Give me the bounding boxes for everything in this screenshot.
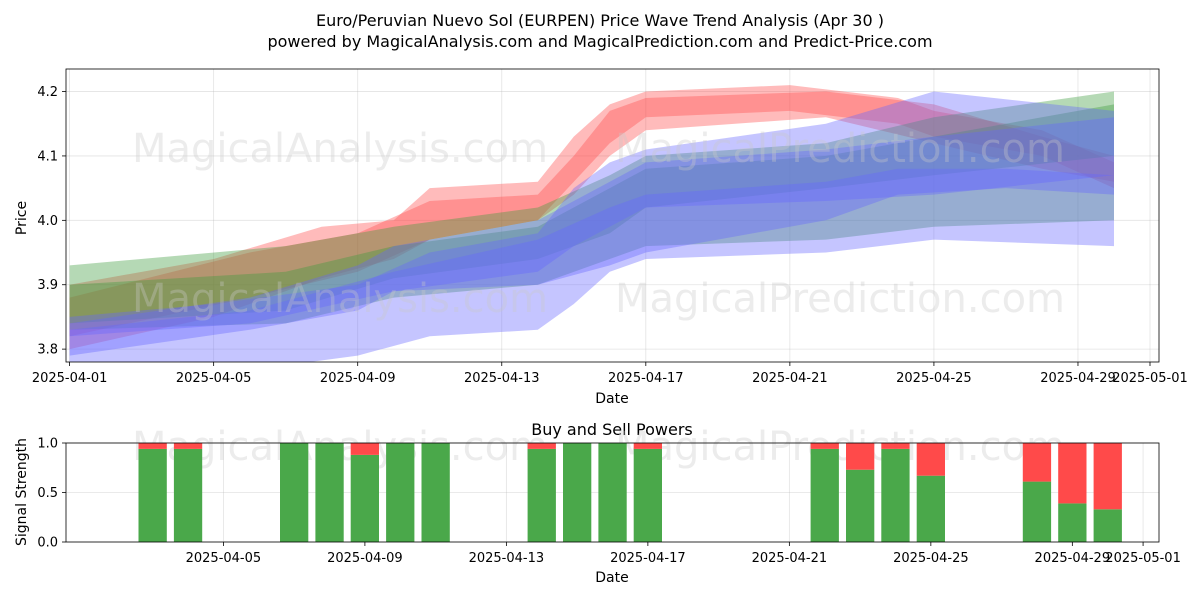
watermark-text: MagicalAnalysis.com	[132, 126, 548, 172]
buy-power-bar	[846, 469, 875, 542]
price-grid	[66, 69, 1159, 362]
sell-power-bar	[633, 443, 662, 449]
blue-trend-band	[69, 91, 1114, 362]
sell-power-bar	[810, 443, 839, 449]
signal-axis-ticks: 2025-04-05 2025-04-09 2025-04-13 2025-04-17…	[37, 437, 1181, 567]
sell-power-bar	[881, 443, 910, 449]
buy-power-bar	[138, 448, 167, 542]
green-trend-band	[69, 104, 1115, 330]
buy-power-bar	[1093, 509, 1122, 542]
green-trend-band	[69, 91, 1115, 324]
chart-title-line2: powered by MagicalAnalysis.com and Magic…	[267, 32, 932, 51]
sell-power-bar	[350, 443, 379, 455]
signal-chart-title: Buy and Sell Powers	[531, 420, 693, 439]
x-tick-label: 2025-04-17	[608, 371, 684, 386]
x-tick-label: 2025-04-17	[610, 551, 686, 566]
x-tick-label: 2025-05-01	[1112, 371, 1188, 386]
watermark-text: MagicalPrediction.com	[615, 126, 1065, 172]
x-tick-label: 2025-04-13	[469, 551, 545, 566]
x-tick-label: 2025-04-09	[320, 371, 396, 386]
buy-power-bar	[1022, 481, 1052, 542]
buy-power-bar	[633, 448, 662, 542]
red-trend-band	[69, 91, 1115, 337]
signal-x-axis-label: Date	[595, 570, 628, 586]
watermark-text: MagicalPrediction.com	[615, 424, 1065, 470]
y-tick-label: 4.1	[37, 149, 58, 164]
price-x-axis-label: Date	[595, 391, 628, 407]
x-tick-label: 2025-04-09	[327, 551, 403, 566]
buy-power-bar	[421, 443, 450, 542]
blue-trend-band	[69, 168, 1115, 337]
buy-power-bar	[916, 475, 945, 542]
price-plot-frame	[65, 68, 1160, 363]
buy-power-bar	[881, 448, 910, 542]
sell-power-bar	[846, 443, 875, 470]
signal-y-axis-label: Signal Strength	[14, 438, 30, 546]
sell-power-bar	[1093, 443, 1122, 510]
price-axis-ticks: 2025-04-01 2025-04-05 2025-04-09 2025-04-13…	[32, 85, 1188, 386]
watermark-text: MagicalAnalysis.com	[132, 276, 548, 322]
sell-power-bar	[173, 443, 203, 449]
y-tick-label: 0.0	[37, 536, 58, 551]
buy-power-bar	[386, 443, 415, 542]
buy-power-bar	[810, 448, 839, 542]
x-tick-label: 2025-04-05	[176, 371, 252, 386]
x-tick-label: 2025-04-21	[752, 371, 828, 386]
buy-power-bar	[527, 448, 556, 542]
red-trend-band	[69, 85, 1115, 350]
x-tick-label: 2025-04-29	[1035, 551, 1111, 566]
y-tick-label: 4.0	[37, 214, 58, 229]
y-tick-label: 3.9	[37, 278, 58, 293]
sell-power-bar	[916, 443, 945, 476]
buy-power-bar	[563, 443, 592, 542]
watermark-group-top: MagicalAnalysis.com MagicalPrediction.co…	[132, 126, 1065, 322]
chart-title-line1: Euro/Peruvian Nuevo Sol (EURPEN) Price W…	[316, 11, 884, 30]
y-tick-label: 4.2	[37, 85, 58, 100]
y-tick-label: 3.8	[37, 343, 58, 358]
x-tick-label: 2025-04-21	[752, 551, 828, 566]
x-tick-label: 2025-04-25	[896, 371, 972, 386]
signal-bars	[138, 443, 1122, 542]
price-bands	[69, 85, 1115, 362]
buy-power-bar	[350, 454, 379, 542]
watermark-text: MagicalPrediction.com	[615, 276, 1065, 322]
sell-power-bar	[1058, 443, 1087, 504]
x-tick-label: 2025-05-01	[1105, 551, 1181, 566]
sell-power-bar	[138, 443, 167, 449]
x-tick-label: 2025-04-25	[893, 551, 969, 566]
buy-power-bar	[598, 443, 627, 542]
x-tick-label: 2025-04-05	[186, 551, 262, 566]
buy-power-bar	[173, 448, 203, 542]
buy-power-bar	[315, 443, 344, 542]
x-tick-label: 2025-04-01	[32, 371, 108, 386]
x-tick-label: 2025-04-29	[1040, 371, 1116, 386]
blue-trend-band	[69, 117, 1115, 356]
y-tick-label: 1.0	[37, 437, 58, 452]
buy-power-bar	[1058, 503, 1087, 542]
y-tick-label: 0.5	[37, 486, 58, 501]
sell-power-bar	[527, 443, 556, 449]
x-tick-label: 2025-04-13	[464, 371, 540, 386]
price-y-axis-label: Price	[14, 201, 30, 235]
buy-power-bar	[280, 443, 309, 542]
sell-power-bar	[1022, 443, 1052, 482]
